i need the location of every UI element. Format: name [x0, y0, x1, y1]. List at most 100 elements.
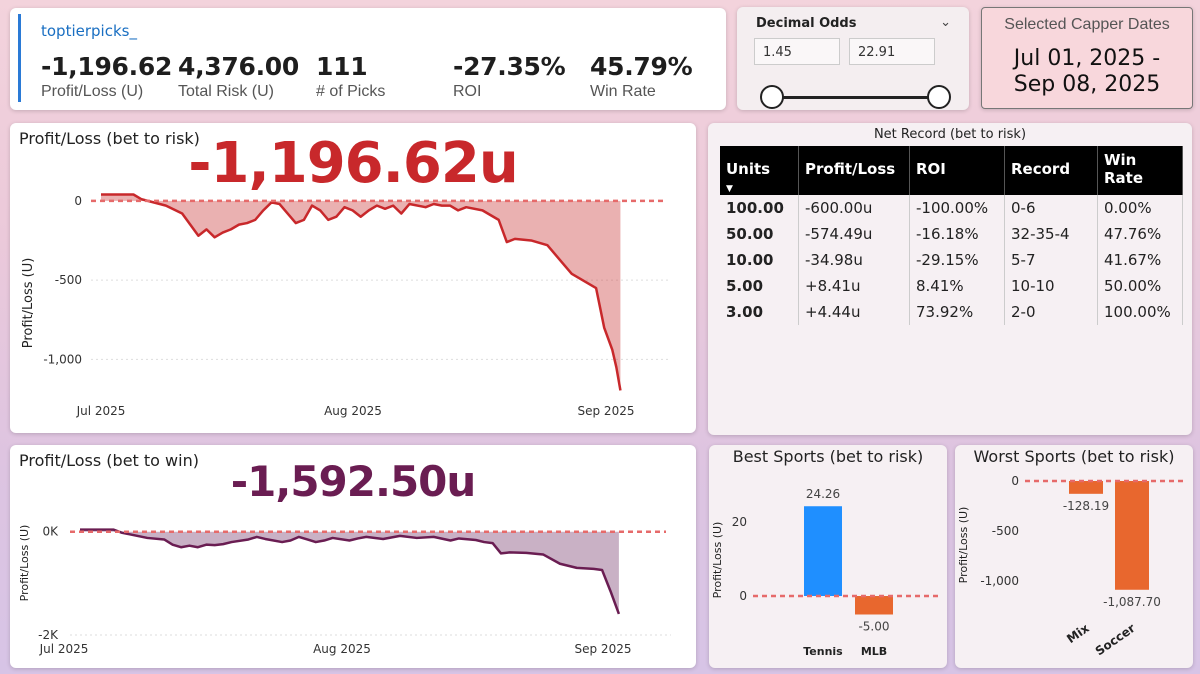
table-row: 100.00 -600.00u -100.00% 0-6 0.00%	[720, 195, 1183, 221]
odds-max-input[interactable]: 22.91	[849, 38, 935, 65]
cell-profit-loss: +4.44u	[798, 299, 910, 325]
cell-win-rate: 100.00%	[1097, 299, 1183, 325]
kpi-label: Total Risk (U)	[178, 83, 275, 100]
kpi-label: Profit/Loss (U)	[41, 83, 144, 100]
column-header-profit-loss[interactable]: Profit/Loss	[798, 146, 910, 195]
cell-record: 32-35-4	[1004, 221, 1098, 247]
x-tick-label: Aug 2025	[313, 642, 371, 656]
y-axis-label: Profit/Loss (U)	[957, 507, 970, 584]
cell-record: 5-7	[1004, 247, 1098, 273]
odds-slider-min-handle[interactable]	[760, 85, 784, 109]
kpi-value: -1,196.62	[41, 52, 173, 81]
category-label: Tennis	[803, 645, 843, 658]
data-label: -5.00	[858, 620, 889, 634]
pl-risk-chart: 0 -500 -1,000 Jul 2025 Aug 2025 Sep 2025 Profi…	[21, 193, 671, 418]
y-tick-label: 20	[732, 515, 747, 529]
sort-down-icon[interactable]: ▼	[726, 184, 733, 194]
column-header-roi[interactable]: ROI	[909, 146, 1005, 195]
y-tick-label: -2K	[38, 628, 59, 642]
kpi-picks: 111 # of Picks	[316, 52, 385, 101]
cell-units: 10.00	[720, 247, 799, 273]
y-axis-label: Profit/Loss (U)	[711, 522, 724, 599]
series-line	[80, 528, 621, 615]
best-sports-title: Best Sports (bet to risk)	[732, 447, 924, 466]
x-tick-label: Jul 2025	[76, 404, 126, 418]
net-record-table: Units ▼ Profit/Loss ROI Record Win Rate 1…	[720, 146, 1183, 325]
chart-title: Profit/Loss (bet to win)	[19, 451, 199, 470]
x-tick-label: Sep 2025	[578, 404, 635, 418]
odds-slider-max-handle[interactable]	[927, 85, 951, 109]
table-row: 50.00 -574.49u -16.18% 32-35-4 47.76%	[720, 221, 1183, 247]
kpi-value: 45.79%	[590, 52, 693, 81]
kpi-value: 111	[316, 52, 368, 81]
pl-win-big-value: -1,592.50u	[230, 457, 477, 506]
cell-record: 2-0	[1004, 299, 1098, 325]
category-label: Mix	[1064, 621, 1092, 646]
y-tick-label: -1,000	[43, 352, 82, 366]
cell-record: 10-10	[1004, 273, 1098, 299]
worst-sports-title: Worst Sports (bet to risk)	[973, 447, 1175, 466]
pl-risk-big-value: -1,196.62u	[188, 131, 518, 196]
data-label: 24.26	[806, 487, 840, 501]
y-axis-label: Profit/Loss (U)	[18, 525, 31, 602]
bar	[1069, 481, 1103, 494]
cell-win-rate: 41.67%	[1097, 247, 1183, 273]
cell-profit-loss: +8.41u	[798, 273, 910, 299]
bar	[1115, 481, 1149, 590]
cell-units: 100.00	[720, 195, 799, 221]
category-label: Soccer	[1093, 621, 1138, 658]
y-tick-label: 0K	[42, 525, 59, 539]
data-label: -128.19	[1063, 499, 1109, 513]
column-header-units[interactable]: Units ▼	[720, 146, 799, 195]
column-header-record[interactable]: Record	[1004, 146, 1098, 195]
cell-win-rate: 0.00%	[1097, 195, 1183, 221]
y-tick-label: 0	[1011, 474, 1019, 488]
cell-profit-loss: -34.98u	[798, 247, 910, 273]
chart-title: Profit/Loss (bet to risk)	[19, 129, 200, 148]
y-tick-label: -1,000	[980, 574, 1019, 588]
dates-range: Jul 01, 2025 - Sep 08, 2025	[982, 46, 1192, 98]
cell-profit-loss: -574.49u	[798, 221, 910, 247]
pl-risk-chart-card: 0 -500 -1,000 Jul 2025 Aug 2025 Sep 2025 Profi…	[10, 123, 696, 433]
best-sports-card: 20 0 Profit/Loss (U) 24.26 Tennis -5.00 MLB Be…	[709, 445, 947, 668]
kpi-win-rate: 45.79% Win Rate	[590, 52, 693, 101]
bar	[804, 506, 842, 596]
dates-line-2: Sep 08, 2025	[1013, 72, 1161, 97]
best-sports-chart: 20 0 Profit/Loss (U) 24.26 Tennis -5.00 MLB	[711, 487, 939, 658]
y-tick-label: -500	[55, 273, 82, 287]
cell-record: 0-6	[1004, 195, 1098, 221]
kpi-label: Win Rate	[590, 83, 656, 100]
cell-profit-loss: -600.00u	[798, 195, 910, 221]
kpi-label: # of Picks	[316, 83, 386, 100]
x-tick-label: Aug 2025	[324, 404, 382, 418]
decimal-odds-slicer: Decimal Odds ⌄ 1.45 22.91	[737, 7, 969, 110]
series-line	[101, 193, 622, 391]
area-fill	[80, 529, 619, 614]
slicer-title: Decimal Odds	[756, 16, 857, 31]
x-tick-label: Sep 2025	[575, 642, 632, 656]
y-tick-label: 0	[74, 194, 82, 208]
kpi-total-risk: 4,376.00 Total Risk (U)	[178, 52, 299, 101]
y-axis-label: Profit/Loss (U)	[21, 258, 36, 349]
accent-bar	[18, 14, 21, 102]
category-label: MLB	[861, 645, 887, 658]
column-header-win-rate[interactable]: Win Rate	[1097, 146, 1183, 195]
kpi-value: -27.35%	[453, 52, 566, 81]
table-row: 5.00 +8.41u 8.41% 10-10 50.00%	[720, 273, 1183, 299]
cell-roi: -100.00%	[909, 195, 1005, 221]
cell-units: 5.00	[720, 273, 799, 299]
kpi-roi: -27.35% ROI	[453, 52, 566, 101]
odds-min-input[interactable]: 1.45	[754, 38, 840, 65]
area-fill	[101, 194, 621, 391]
table-header-row: Units ▼ Profit/Loss ROI Record Win Rate	[720, 146, 1183, 195]
selected-dates-card: Selected Capper Dates Jul 01, 2025 - Sep…	[981, 7, 1193, 109]
worst-sports-card: 0 -500 -1,000 Profit/Loss (U) -128.19 Mix -1,0…	[955, 445, 1193, 668]
chevron-down-icon[interactable]: ⌄	[940, 15, 951, 30]
cell-win-rate: 50.00%	[1097, 273, 1183, 299]
odds-slider-track[interactable]	[777, 96, 935, 99]
x-tick-label: Jul 2025	[39, 642, 89, 656]
kpi-value: 4,376.00	[178, 52, 299, 81]
capper-name[interactable]: toptierpicks_	[41, 22, 137, 40]
cell-win-rate: 47.76%	[1097, 221, 1183, 247]
